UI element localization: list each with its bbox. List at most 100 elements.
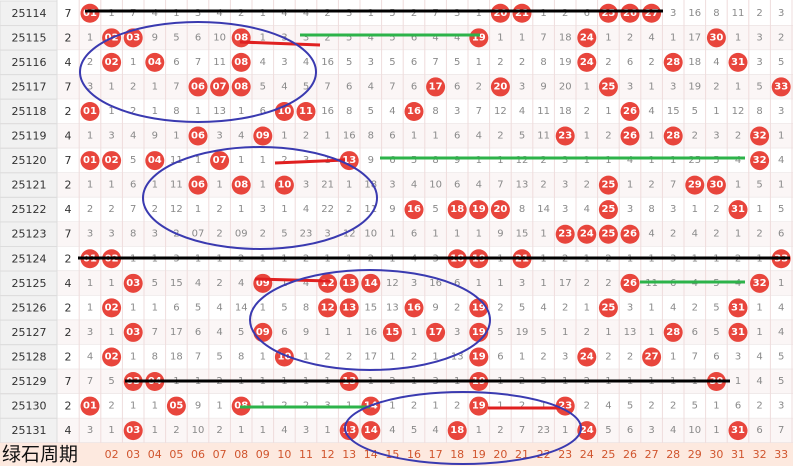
miss-count: 5 [778, 351, 784, 362]
hit-number: 30 [709, 180, 723, 191]
miss-count: 3 [648, 425, 654, 436]
miss-count: 8 [648, 204, 654, 215]
miss-count: 8 [432, 155, 438, 166]
footer-label: 08 [234, 448, 248, 461]
miss-count: 4 [713, 57, 719, 68]
count: 4 [65, 424, 72, 437]
hit-ball [123, 322, 143, 342]
count: 2 [65, 400, 72, 413]
count: 2 [65, 105, 72, 118]
miss-count: 10 [364, 229, 377, 240]
hit-number: 09 [256, 131, 270, 142]
hit-ball [598, 200, 618, 220]
miss-count: 1 [584, 81, 590, 92]
miss-count: 1 [735, 81, 741, 92]
miss-count: 1 [87, 302, 93, 313]
miss-count: 5 [216, 351, 222, 362]
miss-count: 2 [692, 131, 698, 142]
footer-label: 03 [126, 448, 140, 461]
miss-count: 19 [516, 327, 529, 338]
miss-count: 1 [108, 106, 114, 117]
footer-label: 19 [472, 448, 486, 461]
miss-count: 1 [195, 204, 201, 215]
miss-count: 1 [605, 106, 611, 117]
hit-ball [750, 273, 770, 293]
row-bg [0, 295, 793, 321]
miss-count: 1 [389, 401, 395, 412]
miss-count: 1 [216, 180, 222, 191]
miss-count: 1 [411, 131, 417, 142]
miss-count: 1 [281, 204, 287, 215]
miss-count: 11 [213, 57, 226, 68]
miss-count: 1 [238, 106, 244, 117]
footer-label: 11 [299, 448, 313, 461]
miss-count: 4 [389, 425, 395, 436]
footer-bg [0, 442, 793, 466]
hit-ball [361, 273, 381, 293]
hit-ball [728, 200, 748, 220]
period-bg [0, 246, 58, 272]
miss-count: 6 [454, 131, 460, 142]
miss-count: 5 [756, 180, 762, 191]
row-bg [0, 221, 793, 247]
hit-number: 25 [601, 204, 615, 215]
hit-ball [512, 3, 532, 23]
miss-count: 17 [688, 32, 701, 43]
miss-count: 6 [281, 327, 287, 338]
hit-ball [620, 3, 640, 23]
miss-count: 1 [432, 401, 438, 412]
miss-count: 1 [670, 32, 676, 43]
hit-ball [469, 347, 489, 367]
hit-ball [490, 200, 510, 220]
count: 2 [65, 326, 72, 339]
red-line [254, 277, 331, 283]
miss-count: 4 [303, 278, 309, 289]
miss-count: 1 [540, 401, 546, 412]
miss-count: 6 [454, 180, 460, 191]
hit-number: 19 [472, 302, 486, 313]
hit-ball [447, 421, 467, 441]
miss-count: 18 [364, 180, 377, 191]
hit-number: 19 [472, 401, 486, 412]
footer-label: 31 [731, 448, 745, 461]
miss-count: 10 [429, 180, 442, 191]
miss-count: 9 [152, 131, 158, 142]
miss-count: 3 [87, 425, 93, 436]
hit-number: 10 [277, 351, 291, 362]
hit-ball [231, 175, 251, 195]
hit-ball [274, 101, 294, 121]
miss-count: 2 [713, 204, 719, 215]
hit-number: 13 [342, 302, 356, 313]
hit-ball [750, 126, 770, 146]
hit-number: 26 [623, 131, 637, 142]
hit-ball [620, 224, 640, 244]
count: 4 [65, 277, 72, 290]
hit-ball [728, 298, 748, 318]
miss-count: 3 [87, 81, 93, 92]
hit-ball [102, 52, 122, 72]
hit-ball [296, 101, 316, 121]
miss-count: 2 [411, 351, 417, 362]
hit-ball [447, 200, 467, 220]
miss-count: 3 [627, 302, 633, 313]
miss-count: 3 [627, 204, 633, 215]
miss-count: 5 [778, 57, 784, 68]
miss-count: 1 [260, 155, 266, 166]
hit-number: 03 [126, 327, 140, 338]
hit-number: 24 [580, 351, 594, 362]
hit-number: 29 [688, 180, 702, 191]
footer-label: 23 [558, 448, 572, 461]
miss-count: 2 [216, 278, 222, 289]
hit-ball [231, 77, 251, 97]
hit-ball [80, 3, 100, 23]
count: 2 [65, 252, 72, 265]
miss-count: 4 [368, 32, 374, 43]
miss-count: 1 [260, 302, 266, 313]
miss-count: 2 [411, 401, 417, 412]
row-bg [0, 123, 793, 149]
miss-count: 1 [648, 302, 654, 313]
hit-ball [577, 421, 597, 441]
miss-count: 2 [130, 106, 136, 117]
miss-count: 1 [130, 57, 136, 68]
miss-count: 10 [192, 425, 205, 436]
